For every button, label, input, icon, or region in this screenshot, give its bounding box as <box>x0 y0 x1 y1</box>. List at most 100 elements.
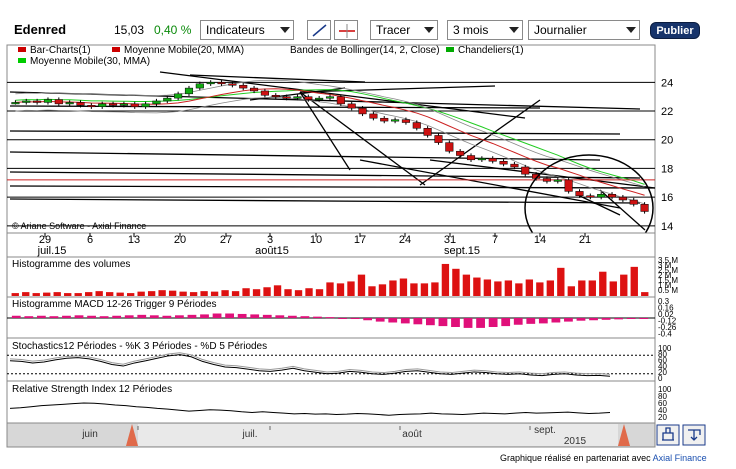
legend-label: Chandeliers(1) <box>458 45 524 56</box>
navigator-right-handle[interactable] <box>618 424 630 446</box>
indicators-label: Indicateurs <box>206 23 265 37</box>
volume-bar <box>588 280 596 296</box>
volume-bar <box>95 291 103 296</box>
price-tick-label: 14 <box>661 221 673 233</box>
candle-body <box>325 96 335 99</box>
navigator-window[interactable] <box>138 424 618 446</box>
legend-label: Bandes de Bollinger(14, 2, Close) <box>290 45 440 56</box>
stochastics-lines <box>7 352 655 377</box>
x-tick-label: 29 <box>39 234 51 246</box>
rsi-line <box>9 402 611 416</box>
rsi-tick-label: 60 <box>658 399 667 408</box>
legend-label: Moyenne Mobile(20, MMA) <box>124 45 244 56</box>
candle-body <box>564 179 573 192</box>
candle-body <box>87 105 96 108</box>
legend-label: Moyenne Mobile(30, MMA) <box>30 56 150 67</box>
candle-body <box>423 128 432 136</box>
volume-bar <box>147 291 156 296</box>
navigator-left-handle[interactable] <box>126 424 138 446</box>
macd-tick-label: 0.16 <box>658 304 674 313</box>
macd-bar <box>149 315 159 318</box>
candle-body <box>228 83 237 86</box>
macd-bar <box>639 318 649 319</box>
candle-body <box>109 103 118 106</box>
macd-y-axis: 0.30.160.02-0.12-0.26-0.4 <box>658 297 677 339</box>
macd-bar <box>476 318 485 328</box>
volume-bar <box>441 263 450 296</box>
volume-tick-label: 3 M <box>658 261 672 270</box>
volume-bar <box>158 290 166 296</box>
candle-body <box>575 191 584 196</box>
volume-bar <box>252 289 261 296</box>
watermark: © Ariane Software - Axial Finance <box>12 221 146 231</box>
macd-bar <box>626 318 636 319</box>
month-label: août15 <box>255 245 289 257</box>
macd-bar <box>112 315 122 318</box>
horizontal-line-tool-button[interactable] <box>334 20 358 40</box>
macd-tick-label: -0.4 <box>658 330 672 339</box>
trend-line <box>429 159 656 189</box>
volume-tick-label: 1 M <box>658 281 672 290</box>
month-label: juil.15 <box>37 245 67 257</box>
volume-bar <box>263 287 271 296</box>
macd-bar <box>501 318 511 327</box>
macd-bar <box>287 315 297 318</box>
trend-line <box>299 91 426 186</box>
macd-bar <box>538 318 548 324</box>
macd-bar <box>526 318 536 324</box>
period-label: 3 mois <box>453 23 489 37</box>
x-tick-label: 24 <box>399 234 411 246</box>
indicators-dropdown[interactable]: Indicateurs <box>200 20 294 40</box>
volume-bar <box>189 292 198 296</box>
macd-bar <box>124 315 134 318</box>
volume-bar <box>22 292 30 296</box>
volume-bar <box>221 290 229 296</box>
stoch-tick-label: 0 <box>658 374 663 383</box>
candle-body <box>43 99 53 103</box>
legend-swatch <box>112 47 120 52</box>
chevron-down-icon <box>424 27 434 33</box>
macd-bar <box>488 318 498 327</box>
macd-bar <box>11 315 21 318</box>
volume-bar <box>641 292 649 296</box>
macd-title: Histogramme MACD 12-26 Trigger 9 Période… <box>12 299 217 310</box>
chevron-down-icon <box>626 27 636 33</box>
candle-body <box>412 122 421 129</box>
x-tick-label: 10 <box>310 234 322 246</box>
candle-body <box>456 150 465 156</box>
candle-body <box>98 103 107 107</box>
footer-brand-link[interactable]: Axial Finance <box>652 453 707 463</box>
draw-dropdown[interactable]: Tracer <box>370 20 438 40</box>
candle-body <box>618 196 627 201</box>
volume-bar <box>420 283 429 296</box>
horizontal-line-icon <box>339 24 355 38</box>
candle-body <box>184 87 194 95</box>
macd-bar <box>36 315 46 318</box>
candle-body <box>293 96 302 99</box>
trendline-tool-button[interactable] <box>307 20 331 40</box>
macd-bar <box>237 313 247 318</box>
draw-label: Tracer <box>376 23 411 37</box>
period-dropdown[interactable]: 3 mois <box>447 20 523 40</box>
volume-bar <box>53 292 61 296</box>
export-icon <box>688 429 701 441</box>
macd-tick-label: 0.02 <box>658 310 674 319</box>
rsi-line <box>9 402 611 416</box>
candle-body <box>391 119 400 122</box>
candle-body <box>401 119 410 123</box>
volume-bar <box>494 281 502 296</box>
x-tick-label: 14 <box>534 234 546 246</box>
macd-bar <box>24 316 34 318</box>
candle-body <box>488 158 497 162</box>
price-tick-label: 20 <box>661 135 673 147</box>
interval-dropdown[interactable]: Journalier <box>528 20 640 40</box>
candle-body <box>640 204 649 212</box>
publish-button[interactable]: Publier <box>650 22 700 39</box>
volume-bar <box>557 267 565 296</box>
month-label: sept.15 <box>444 245 480 257</box>
volume-bar <box>74 293 82 296</box>
volume-bar <box>137 291 145 296</box>
macd-bar <box>451 318 460 327</box>
candle-body <box>250 87 259 92</box>
print-icon <box>662 427 674 441</box>
